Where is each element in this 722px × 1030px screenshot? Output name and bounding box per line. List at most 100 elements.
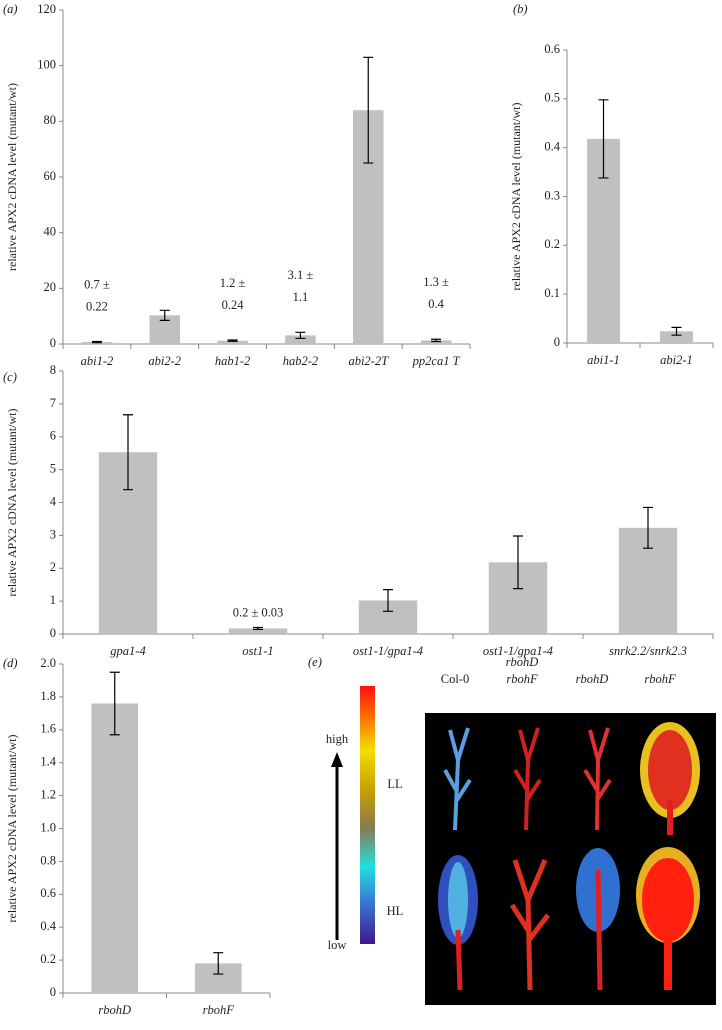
y-tick-label: 4 [50,494,57,508]
y-tick-label: 0.5 [544,91,560,105]
y-tick-label: 60 [44,169,57,183]
color-bar [360,686,375,944]
y-tick-label: 0.2 [40,952,56,966]
bar [660,331,693,343]
value-label: 3.1 ± [288,268,314,282]
y-tick-label: 1.6 [40,722,56,736]
row-label: LL [387,777,402,791]
y-tick-label: 40 [44,225,57,239]
panel-label: (c) [3,370,17,384]
y-tick-label: 120 [37,2,56,16]
x-tick-label: ost1-1/gpa1-4 [353,644,423,658]
x-tick-label: snrk2.2/snrk2.3 [609,644,687,658]
bar [91,703,139,993]
x-tick-label: pp2ca1 T [412,354,461,368]
y-tick-label: 7 [50,396,56,410]
y-tick-label: 0.4 [40,919,56,933]
error-bar [363,56,374,164]
column-label: Col-0 [441,672,469,686]
value-label: 0.4 [428,297,444,311]
scale-low: low [328,938,347,952]
y-tick-label: 1.0 [40,820,56,834]
leaves [438,722,700,991]
scale-high: high [326,732,349,746]
x-tick-label: abi2-2T [348,354,389,368]
panel-label: (b) [513,2,528,16]
y-tick-label: 1.2 [40,787,56,801]
row-label: HL [387,904,404,918]
y-tick-label: 100 [37,58,56,72]
y-tick-label: 1 [50,593,56,607]
error-bar [383,589,393,612]
x-tick-label: ost1-1/gpa1-4 [483,644,553,658]
x-tick-label: ost1-1 [242,644,273,658]
y-tick-label: 3 [50,527,56,541]
y-tick-label: 2.0 [40,656,56,670]
value-label: 0.22 [86,299,108,313]
y-tick-label: 1.8 [40,689,56,703]
y-axis-label: relative APX2 cDNA level (mutant/wt) [5,83,19,271]
column-label: rbohF [506,672,538,686]
x-tick-label: gpa1-4 [110,644,145,658]
x-tick-label: rbohD [98,1003,131,1017]
error-bar [159,309,170,321]
x-tick-label: abi1-2 [81,354,114,368]
value-label: 1.2 ± [220,276,246,290]
y-tick-label: 0 [50,336,56,350]
column-labels: Col-0 rbohD rbohF rbohD rbohF [441,655,676,686]
error-bar [253,626,263,630]
error-bar [598,99,609,179]
bar [217,340,248,344]
x-tick-label: hab1-2 [215,354,250,368]
column-label: rbohD [576,672,609,686]
y-tick-label: 20 [44,280,57,294]
x-tick-label: rbohF [203,1003,235,1017]
panel-label: (d) [3,656,18,670]
panel-label: (a) [3,2,18,16]
y-tick-label: 0 [50,626,56,640]
error-bar [109,671,120,736]
bar [420,340,452,344]
y-tick-label: 0 [50,985,56,999]
bar [228,628,288,634]
panel-label: (e) [308,655,322,669]
error-bar [431,338,442,343]
x-tick-label: hab2-2 [283,354,318,368]
y-axis-label: relative APX2 cDNA level (mutant/wt) [509,103,523,291]
column-label: rbohD [506,655,539,669]
value-label: 0.7 ± [84,277,110,291]
y-axis-label: relative APX2 cDNA level (mutant/wt) [5,409,19,597]
value-label: 1.3 ± [423,275,449,289]
error-bar [227,339,238,342]
y-tick-label: 5 [50,462,56,476]
y-axis-label: relative APX2 cDNA level (mutant/wt) [5,735,19,923]
value-label: 0.24 [222,298,245,312]
y-tick-label: 0.1 [544,286,560,300]
y-tick-label: 0.8 [40,853,56,867]
value-label: 0.2 ± 0.03 [233,605,284,619]
bar [285,335,316,344]
error-bar [91,340,102,344]
y-tick-label: 6 [50,429,56,443]
y-tick-label: 0.6 [40,886,56,900]
error-bar [643,506,653,549]
error-bar [513,535,523,590]
y-tick-label: 0 [554,335,560,349]
x-tick-label: abi1-1 [587,353,620,367]
error-bar [671,326,682,336]
error-bar [123,414,133,491]
y-tick-label: 0.4 [544,140,560,154]
error-bar [295,331,306,340]
y-tick-label: 2 [50,560,56,574]
panel-e: (e) high low Col-0 rbohD rbohF rbohD rbohF L… [308,655,716,1005]
x-tick-label: abi2-2 [148,354,181,368]
error-bar [213,952,224,975]
y-tick-label: 1.4 [40,755,56,769]
y-tick-label: 0.6 [544,42,560,56]
column-label: rbohF [644,672,676,686]
y-tick-label: 80 [44,113,57,127]
y-tick-label: 8 [50,363,56,377]
y-tick-label: 0.3 [544,188,560,202]
arrow-head [331,752,343,767]
